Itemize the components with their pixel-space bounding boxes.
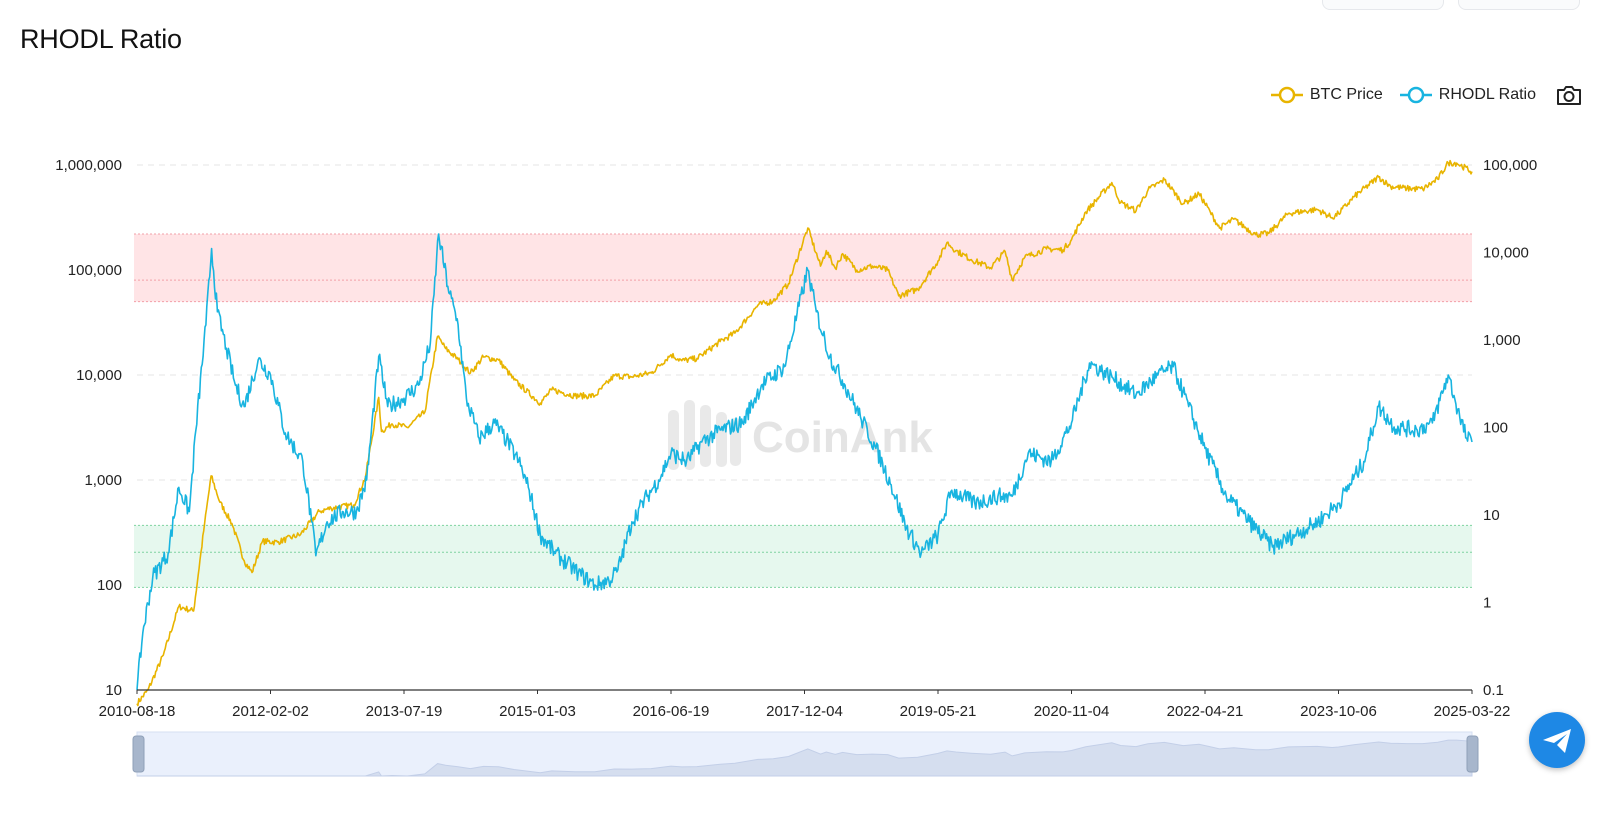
chart-legend: BTC Price RHODL Ratio [1270, 84, 1582, 106]
chat-button[interactable] [1529, 712, 1585, 768]
x-tick-label: 2016-06-19 [633, 703, 710, 720]
right-tick-label: 10,000 [1483, 245, 1529, 262]
right-tick-label: 1,000 [1483, 332, 1521, 349]
left-tick-label: 1,000 [84, 472, 122, 489]
right-tick-label: 100 [1483, 420, 1508, 437]
left-tick-label: 100,000 [68, 262, 122, 279]
legend-marker-rhodl-ratio [1399, 86, 1432, 104]
x-tick-label: 2013-07-19 [366, 703, 443, 720]
x-tick-label: 2015-01-03 [499, 703, 576, 720]
left-tick-label: 10 [105, 682, 122, 699]
legend-label-btc-price: BTC Price [1309, 86, 1383, 103]
right-tick-label: 0.1 [1483, 682, 1504, 699]
right-tick-label: 1 [1483, 595, 1491, 612]
watermark-text: CoinAnk [752, 413, 933, 462]
green-zone-band [134, 525, 1472, 588]
range-navigator-preview [137, 739, 1473, 777]
legend-label-rhodl-ratio: RHODL Ratio [1438, 86, 1536, 103]
right-tick-label: 10 [1483, 507, 1500, 524]
page-title: RHODL Ratio [20, 24, 182, 54]
right-tick-label: 100,000 [1483, 157, 1537, 174]
x-tick-label: 2025-03-22 [1434, 703, 1511, 720]
legend-item-btc-price[interactable]: BTC Price [1270, 86, 1383, 104]
x-tick-label: 2012-02-02 [232, 703, 309, 720]
x-tick-label: 2020-11-04 [1034, 703, 1110, 720]
x-tick-label: 2010-08-18 [99, 703, 176, 720]
camera-icon[interactable] [1556, 84, 1582, 106]
left-tick-label: 1,000,000 [55, 157, 122, 174]
x-tick-label: 2019-05-21 [900, 703, 977, 720]
range-handle-right[interactable] [1466, 735, 1479, 773]
x-tick-label: 2017-12-04 [766, 703, 843, 720]
series-line-rhodl-ratio [136, 233, 1473, 691]
paper-plane-icon [1543, 729, 1571, 753]
left-tick-label: 10,000 [76, 367, 122, 384]
legend-item-rhodl-ratio[interactable]: RHODL Ratio [1399, 86, 1536, 104]
x-tick-label: 2022-04-21 [1167, 703, 1244, 720]
legend-marker-btc-price [1270, 86, 1303, 104]
left-tick-label: 100 [97, 577, 122, 594]
range-handle-left[interactable] [132, 735, 145, 773]
x-tick-label: 2023-10-06 [1300, 703, 1377, 720]
series-line-btc-price [136, 159, 1473, 707]
